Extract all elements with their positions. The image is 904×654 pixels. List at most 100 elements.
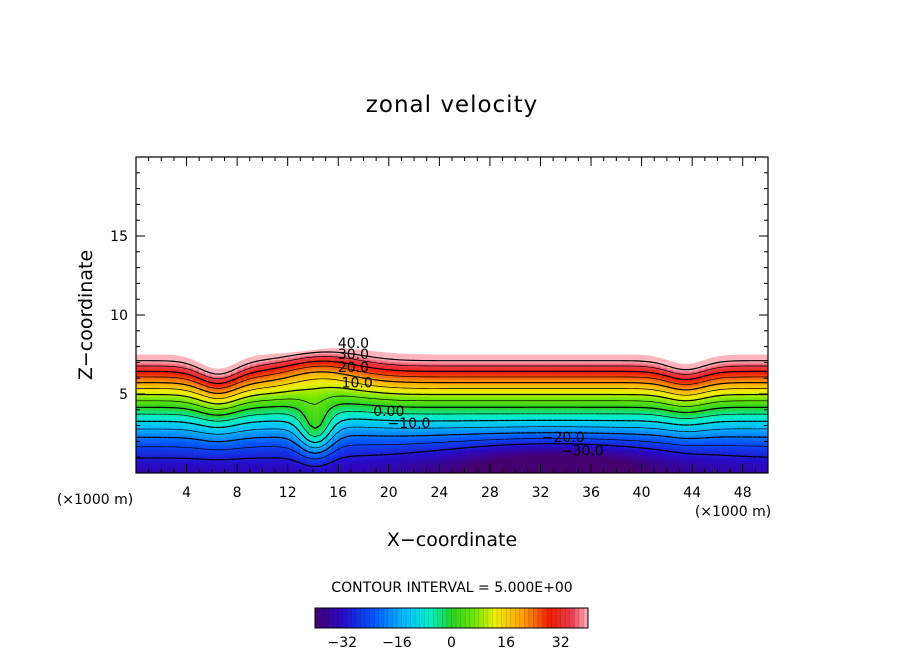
field-cell	[534, 418, 542, 421]
field-cell	[584, 408, 592, 411]
field-cell	[281, 357, 289, 361]
field-cell	[350, 446, 358, 450]
field-cell	[496, 414, 504, 417]
field-cell	[388, 398, 396, 401]
field-cell	[395, 410, 403, 413]
field-cell	[546, 430, 554, 434]
field-cell	[199, 379, 207, 383]
field-cell	[401, 420, 409, 423]
field-cell	[186, 420, 194, 423]
field-cell	[237, 410, 245, 413]
field-cell	[388, 349, 396, 353]
field-cell	[312, 365, 320, 369]
field-cell	[635, 367, 643, 371]
field-cell	[357, 450, 365, 454]
field-cell	[243, 355, 251, 359]
field-cell	[553, 464, 561, 468]
field-cell	[414, 426, 421, 430]
field-cell	[167, 428, 175, 432]
field-cell	[388, 462, 396, 466]
field-cell	[521, 365, 529, 369]
field-cell	[591, 428, 598, 432]
field-cell	[641, 456, 649, 460]
field-cell	[420, 353, 428, 357]
field-cell	[287, 394, 295, 397]
field-cell	[401, 446, 409, 450]
field-cell	[363, 355, 371, 359]
field-cell	[470, 348, 478, 351]
field-cell	[338, 381, 346, 385]
field-cell	[268, 400, 276, 403]
field-cell	[300, 418, 308, 421]
field-cell	[578, 377, 586, 381]
field-cell	[420, 456, 428, 460]
field-cell	[616, 430, 624, 434]
field-cell	[414, 398, 421, 401]
field-cell	[249, 430, 257, 434]
field-cell	[300, 357, 308, 361]
field-cell	[230, 373, 238, 377]
field-cell	[603, 424, 611, 428]
field-cell	[489, 355, 497, 359]
field-cell	[508, 458, 516, 462]
field-cell	[483, 454, 491, 458]
field-cell	[268, 406, 276, 409]
field-cell	[458, 420, 466, 423]
field-cell	[534, 458, 542, 462]
field-cell	[395, 430, 403, 434]
field-cell	[376, 460, 384, 464]
field-cell	[136, 387, 143, 391]
field-cell	[470, 383, 478, 387]
field-cell	[275, 375, 282, 379]
field-cell	[597, 416, 605, 419]
field-cell	[180, 357, 188, 361]
field-cell	[350, 444, 358, 448]
field-cell	[401, 357, 409, 361]
field-cell	[230, 436, 238, 440]
field-cell	[546, 434, 554, 438]
field-cell	[205, 383, 213, 387]
field-cell	[540, 440, 548, 444]
field-cell	[458, 468, 466, 472]
field-cell	[224, 385, 232, 389]
field-cell	[572, 414, 579, 417]
field-cell	[578, 402, 586, 405]
field-cell	[382, 428, 390, 432]
field-cell	[382, 438, 390, 442]
field-cell	[401, 371, 409, 375]
field-cell	[142, 464, 150, 468]
field-cell	[439, 400, 447, 403]
field-cell	[553, 377, 561, 381]
field-cell	[249, 353, 257, 357]
field-cell	[281, 422, 289, 426]
field-cell	[464, 351, 472, 355]
field-cell	[452, 357, 459, 361]
field-cell	[294, 387, 301, 391]
field-cell	[622, 424, 630, 428]
field-cell	[167, 432, 175, 436]
field-cell	[622, 422, 630, 426]
field-cell	[180, 402, 188, 405]
field-cell	[154, 444, 162, 448]
field-cell	[439, 396, 447, 399]
field-cell	[331, 379, 339, 383]
field-cell	[344, 375, 352, 379]
field-cell	[376, 348, 384, 351]
field-cell	[154, 424, 162, 428]
field-cell	[256, 400, 263, 403]
field-cell	[439, 383, 447, 387]
field-cell	[464, 434, 472, 438]
field-cell	[546, 398, 554, 401]
field-cell	[243, 371, 251, 375]
field-cell	[597, 385, 605, 389]
field-cell	[628, 450, 636, 454]
field-cell	[331, 367, 339, 371]
field-cell	[167, 430, 175, 434]
field-cell	[294, 426, 301, 430]
field-cell	[148, 430, 156, 434]
field-cell	[319, 375, 327, 379]
field-cell	[357, 430, 365, 434]
field-cell	[458, 428, 466, 432]
field-cell	[641, 416, 649, 419]
field-cell	[268, 381, 276, 385]
